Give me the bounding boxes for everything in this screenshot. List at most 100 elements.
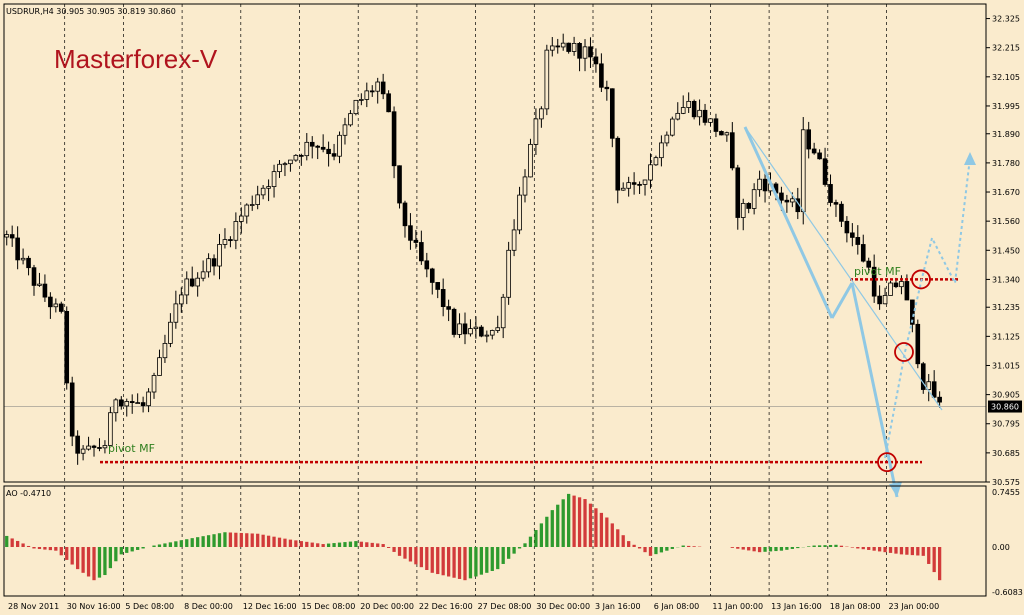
candle-body	[239, 215, 244, 222]
candle-body	[855, 237, 861, 245]
candle-body	[468, 328, 473, 335]
candle-body	[37, 283, 42, 286]
candle-body	[669, 118, 675, 136]
candle-body	[850, 232, 855, 238]
y-tick-label: 30.905	[992, 391, 1020, 400]
x-tick-label: 3 Jan 16:00	[595, 602, 641, 611]
candle-body	[140, 402, 146, 407]
candle-body	[784, 199, 790, 203]
x-tick-label: 6 Jan 08:00	[654, 602, 700, 611]
candle-body	[517, 194, 522, 231]
candle-body	[544, 49, 550, 110]
candle-body	[604, 86, 610, 90]
candle-body	[800, 129, 806, 213]
candle-body	[599, 63, 604, 88]
candle-body	[708, 118, 713, 123]
candle-body	[511, 229, 517, 251]
candle-body	[451, 308, 457, 335]
y-tick-label: 31.670	[992, 188, 1020, 197]
candle-body	[178, 294, 184, 305]
candle-body	[779, 192, 784, 201]
candle-body	[893, 282, 899, 288]
candle-body	[424, 260, 430, 270]
candle-body	[315, 145, 321, 148]
candle-body	[751, 189, 757, 209]
candle-body	[408, 225, 413, 241]
candle-body	[91, 445, 97, 448]
y-tick-label: 31.015	[992, 361, 1020, 370]
candle-body	[419, 242, 424, 262]
candle-body	[479, 326, 484, 337]
x-tick-label: 8 Dec 00:00	[184, 602, 233, 611]
y-tick-label: 31.995	[992, 102, 1020, 111]
candle-body	[620, 187, 626, 191]
candle-body	[446, 306, 451, 310]
ao-y-tick-label: 0.7455	[992, 488, 1020, 497]
candle-body	[20, 257, 26, 261]
y-tick-label: 32.105	[992, 73, 1020, 82]
candle-body	[609, 88, 615, 139]
candle-body	[593, 56, 599, 65]
candle-body	[391, 111, 397, 167]
x-tick-label: 20 Dec 00:00	[360, 602, 414, 611]
candle-body	[642, 179, 648, 185]
candle-body	[702, 109, 708, 123]
candle-body	[571, 43, 577, 52]
candle-body	[86, 445, 91, 450]
candle-body	[9, 234, 15, 239]
candle-body	[637, 183, 642, 186]
x-tick-label: 18 Jan 08:00	[830, 602, 881, 611]
candle-body	[860, 244, 866, 262]
candle-body	[48, 296, 53, 308]
current-price-box	[988, 400, 1022, 413]
y-tick-label: 32.325	[992, 15, 1020, 24]
x-tick-label: 27 Dec 08:00	[478, 602, 532, 611]
candle-body	[910, 299, 915, 325]
candle-body	[151, 375, 157, 393]
candle-body	[195, 277, 200, 287]
symbol-info: USDRUR,H4 30.905 30.905 30.819 30.860	[6, 7, 176, 16]
x-tick-label: 15 Dec 08:00	[302, 602, 356, 611]
candle-body	[162, 342, 168, 359]
candle-body	[697, 109, 702, 118]
x-tick-label: 5 Dec 08:00	[125, 602, 174, 611]
candle-body	[549, 45, 555, 51]
candle-body	[555, 45, 561, 48]
candle-body	[26, 257, 31, 269]
y-tick-label: 31.780	[992, 159, 1020, 168]
x-tick-label: 22 Dec 16:00	[419, 602, 473, 611]
candle-body	[615, 137, 621, 191]
candle-body	[135, 402, 140, 405]
candle-body	[817, 152, 822, 160]
candle-body	[364, 90, 370, 100]
candle-body	[757, 178, 762, 191]
candle-body	[124, 401, 130, 407]
candle-body	[833, 202, 839, 205]
candle-body	[113, 399, 119, 414]
y-tick-label: 31.235	[992, 303, 1020, 312]
candle-body	[528, 143, 533, 178]
y-tick-label: 32.215	[992, 44, 1020, 53]
candle-body	[806, 129, 812, 150]
candle-body	[64, 311, 70, 384]
x-tick-label: 23 Jan 00:00	[889, 602, 940, 611]
candle-body	[822, 158, 828, 185]
candle-body	[58, 303, 64, 312]
y-tick-label: 31.125	[992, 332, 1020, 341]
candle-body	[882, 295, 888, 305]
candle-body	[735, 167, 741, 218]
ao-title: AO -0.4710	[6, 489, 51, 498]
candle-body	[866, 260, 872, 268]
candle-body	[495, 327, 501, 331]
pivot-label-lower: pivot MF	[108, 442, 155, 455]
candle-body	[844, 220, 850, 234]
candle-body	[42, 283, 48, 298]
y-tick-label: 30.575	[992, 478, 1020, 487]
candle-body	[915, 323, 921, 365]
candle-body	[380, 81, 386, 95]
candle-body	[118, 399, 124, 407]
candle-body	[222, 239, 228, 245]
